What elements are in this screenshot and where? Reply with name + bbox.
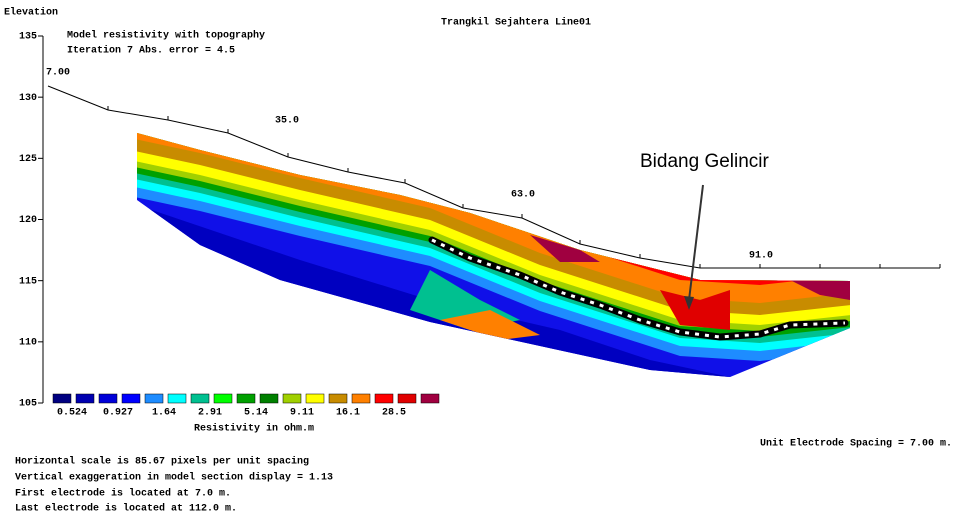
legend-swatch [236, 393, 256, 404]
slip-plane-dots [431, 238, 846, 339]
note: Last electrode is located at 112.0 m. [15, 503, 237, 513]
y-tick-label: 110 [19, 337, 37, 348]
legend-label: 9.11 [290, 408, 314, 419]
arrow [688, 184, 704, 301]
legend-swatch [75, 393, 95, 404]
legend-swatch [305, 393, 325, 404]
legend-swatch [397, 393, 417, 404]
annotation: Bidang Gelincir [640, 151, 770, 172]
legend-swatch [420, 393, 440, 404]
legend-swatch [351, 393, 371, 404]
legend-title: Resistivity in ohm.m [194, 423, 314, 435]
legend-label: 2.91 [198, 408, 222, 419]
heading: Model resistivity with topography [67, 30, 265, 42]
y-tick-label: 130 [19, 93, 37, 104]
distance-label: 35.0 [275, 116, 299, 127]
axis-label: Elevation [4, 7, 58, 19]
legend-swatch [374, 393, 394, 404]
legend-label: 16.1 [336, 408, 360, 419]
distance-label: 91.0 [749, 251, 773, 262]
legend-swatch [121, 393, 141, 404]
legend-swatch [52, 393, 72, 404]
legend-label: 0.927 [103, 408, 133, 419]
note: Vertical exaggeration in model section d… [15, 472, 333, 484]
layer [790, 280, 850, 300]
note: Horizontal scale is 85.67 pixels per uni… [15, 456, 309, 468]
legend-swatch [282, 393, 302, 404]
legend-label: 28.5 [382, 408, 406, 419]
title: Trangkil Sejahtera Line01 [441, 17, 591, 29]
y-tick-label: 135 [19, 32, 37, 43]
legend-swatch [190, 393, 210, 404]
layer [660, 290, 730, 330]
legend-label: 0.524 [57, 408, 87, 419]
legend-label: 5.14 [244, 408, 268, 419]
distance-label: 7.00 [46, 68, 70, 79]
resistivity-section [137, 133, 850, 377]
layer [440, 310, 540, 340]
note: First electrode is located at 7.0 m. [15, 488, 231, 500]
y-tick-label: 105 [19, 399, 37, 410]
y-tick-label: 125 [19, 154, 37, 165]
layer [530, 235, 600, 262]
legend-label: 1.64 [152, 408, 176, 419]
y-tick-label: 115 [19, 276, 37, 287]
topography [47, 85, 940, 269]
iteration: Iteration 7 Abs. error = 4.5 [67, 45, 235, 57]
legend-swatch [167, 393, 187, 404]
y-tick-label: 120 [19, 215, 37, 226]
legend-swatch [328, 393, 348, 404]
arrow-head [684, 296, 694, 310]
legend-swatch [259, 393, 279, 404]
distance-label: 63.0 [511, 190, 535, 201]
legend-swatch [213, 393, 233, 404]
legend-swatch [144, 393, 164, 404]
legend-swatch [98, 393, 118, 404]
unit-spacing: Unit Electrode Spacing = 7.00 m. [760, 438, 952, 450]
